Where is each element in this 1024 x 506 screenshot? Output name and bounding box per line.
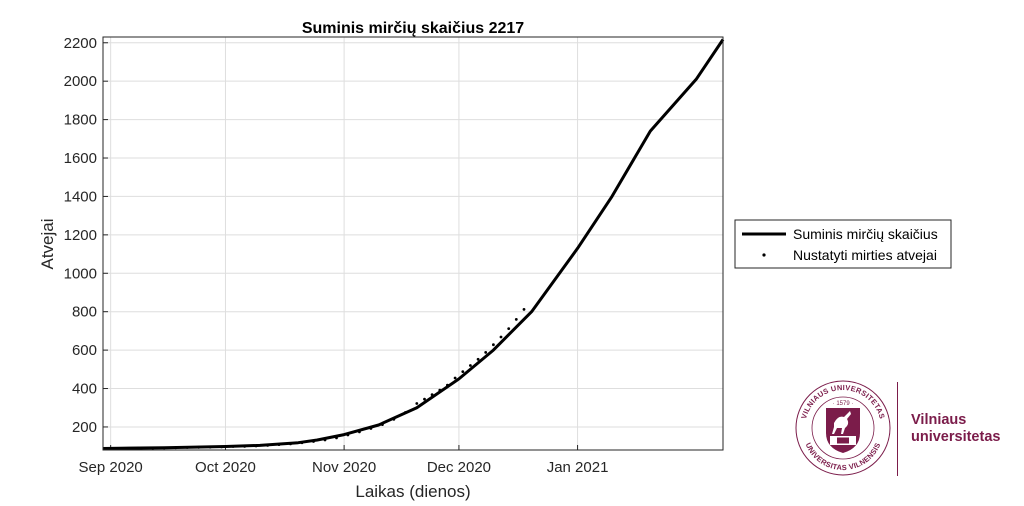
data-point-death-case	[197, 445, 201, 449]
data-point-death-case	[430, 393, 434, 397]
series-layer	[102, 38, 725, 451]
x-tick-label: Dec 2020	[427, 459, 491, 476]
data-point-death-case	[243, 445, 247, 448]
y-tick-label: 1800	[64, 112, 97, 129]
data-point-death-case	[522, 308, 526, 311]
chart-title: Suminis mirčių skaičius 2217	[302, 20, 524, 37]
y-tick-label: 2200	[64, 35, 97, 52]
data-point-death-case	[289, 442, 292, 446]
x-tick-label: Jan 2021	[547, 459, 609, 476]
data-point-death-case	[231, 445, 235, 448]
data-point-death-case	[277, 443, 281, 446]
data-point-death-case	[514, 318, 518, 321]
legend: Suminis mirčių skaičius Nustatyti mirtie…	[734, 219, 952, 269]
data-point-death-case	[254, 444, 258, 448]
legend-entry-cumulative: Suminis mirčių skaičius	[793, 226, 938, 242]
logo-divider	[897, 382, 898, 476]
data-point-death-case	[484, 351, 488, 354]
data-point-death-case	[423, 397, 426, 401]
x-tick-label: Sep 2020	[79, 459, 143, 476]
data-point-death-case	[139, 446, 143, 450]
legend-entry-deaths: Nustatyti mirties atvejai	[793, 247, 937, 263]
data-point-death-case	[415, 402, 419, 405]
y-tick-label: 2000	[64, 73, 97, 90]
y-tick-label: 400	[72, 381, 97, 398]
data-point-death-case	[446, 383, 449, 387]
y-tick-label: 600	[72, 342, 97, 359]
y-tick-label: 200	[72, 419, 97, 436]
y-tick-label: 1400	[64, 188, 97, 205]
y-axis-ticks: 200 400 600 800 1000 1200 1400 1600 1800 2000 2200	[64, 35, 108, 436]
grid-lines	[103, 37, 723, 450]
data-point-death-case	[369, 427, 373, 430]
legend-box	[734, 219, 952, 269]
data-point-death-case	[358, 430, 361, 434]
data-point-death-case	[208, 445, 212, 449]
y-tick-label: 1000	[64, 265, 97, 282]
data-point-death-case	[492, 343, 495, 347]
svg-text:· 1579 ·: · 1579 ·	[833, 401, 854, 407]
y-tick-label: 1600	[64, 150, 97, 167]
data-point-death-case	[162, 446, 166, 450]
data-point-death-case	[392, 417, 396, 421]
y-tick-label: 1200	[64, 227, 97, 244]
data-point-death-case	[346, 433, 350, 437]
y-tick-label: 800	[72, 304, 97, 321]
data-point-death-case	[220, 445, 224, 449]
data-point-death-case	[461, 370, 465, 373]
data-point-death-case	[453, 376, 457, 380]
data-point-death-case	[335, 436, 338, 440]
university-name-line1: Vilniaus	[911, 412, 967, 428]
data-point-death-case	[312, 440, 315, 443]
university-name-line2: universitetas	[911, 429, 1001, 445]
data-point-death-case	[438, 388, 442, 392]
legend-dot-swatch	[762, 253, 766, 257]
x-axis-label: Laikas (dienos)	[355, 482, 470, 501]
plot-area	[103, 37, 723, 450]
plot-frame	[102, 36, 724, 451]
data-point-death-case	[116, 447, 120, 451]
series-line-cumulative-deaths	[102, 38, 725, 450]
data-point-death-case	[499, 335, 503, 339]
vilnius-university-logo: VILNIAUS UNIVERSITETAS UNIVERSITAS VILNE…	[793, 378, 1013, 478]
data-point-death-case	[266, 444, 269, 447]
x-axis-ticks: Sep 2020 Oct 2020 Nov 2020 Dec 2020 Jan 2021	[79, 445, 609, 476]
data-point-death-case	[128, 447, 132, 450]
y-axis-label: Atvejai	[38, 218, 57, 269]
university-name: Vilniaus universitetas	[911, 412, 1000, 446]
x-tick-label: Nov 2020	[312, 459, 376, 476]
data-point-death-case	[185, 446, 189, 449]
data-point-death-case	[403, 411, 407, 414]
data-point-death-case	[381, 423, 384, 426]
data-point-death-case	[476, 357, 480, 361]
data-point-death-case	[469, 364, 472, 367]
data-point-death-case	[300, 441, 304, 445]
university-seal: VILNIAUS UNIVERSITETAS UNIVERSITAS VILNE…	[795, 380, 891, 476]
data-point-death-case	[151, 446, 155, 450]
data-point-death-case	[507, 327, 511, 330]
data-point-death-case	[323, 438, 327, 442]
data-point-death-case	[174, 446, 178, 450]
x-tick-label: Oct 2020	[195, 459, 256, 476]
